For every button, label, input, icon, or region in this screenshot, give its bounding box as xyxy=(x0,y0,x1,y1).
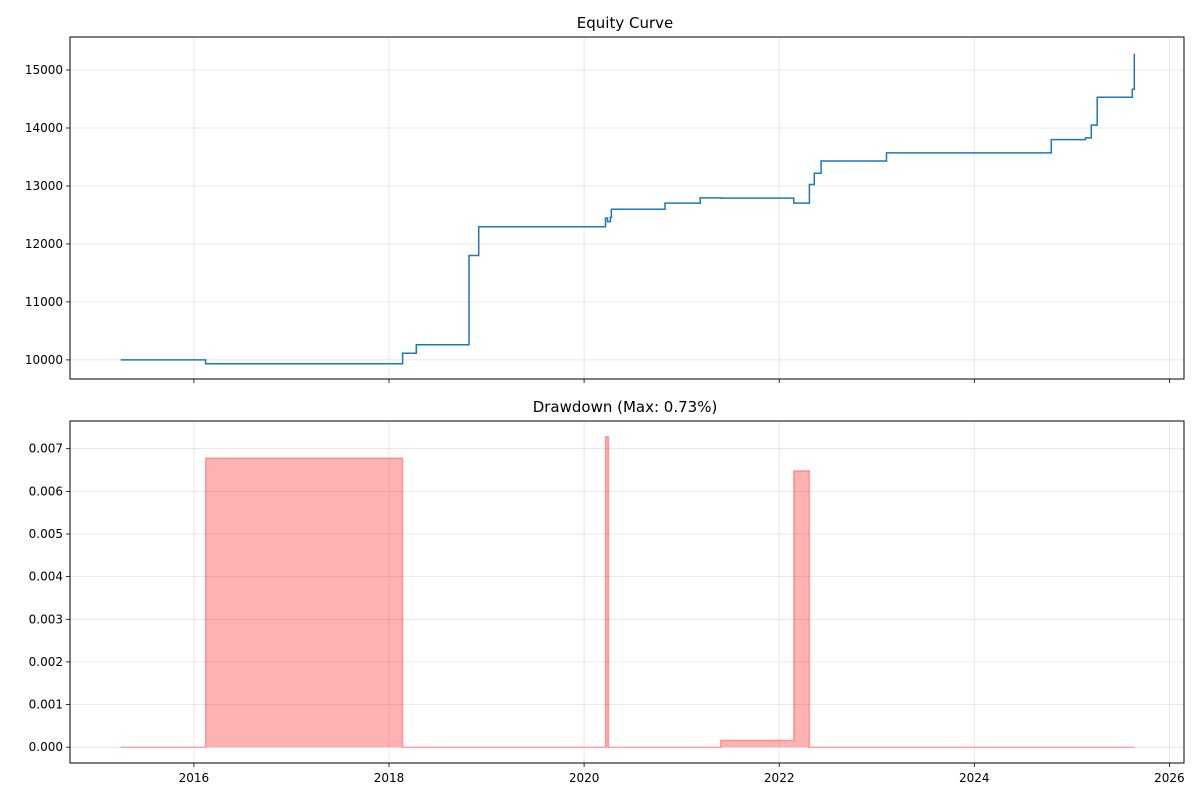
y-tick-label: 0.004 xyxy=(29,570,63,584)
drawdown-plot-area xyxy=(120,436,1135,748)
x-tick-label: 2018 xyxy=(374,771,405,785)
x-tick-label: 2026 xyxy=(1154,771,1185,785)
x-tick-label: 2024 xyxy=(959,771,990,785)
y-tick-label: 0.006 xyxy=(29,484,63,498)
x-tick-label: 2016 xyxy=(179,771,210,785)
drawdown-axes-frame xyxy=(69,420,1185,764)
equity-curve-title: Equity Curve xyxy=(577,14,673,32)
equity-axis-ticks: 10000 11000 12000 13000 14000 15000 xyxy=(25,63,1170,383)
drawdown-area xyxy=(120,436,1135,748)
equity-grid xyxy=(70,37,1184,379)
y-tick-label: 13000 xyxy=(25,179,63,193)
y-tick-label: 15000 xyxy=(25,63,63,77)
drawdown-title: Drawdown (Max: 0.73%) xyxy=(533,398,718,416)
drawdown-grid xyxy=(70,421,1184,763)
y-tick-label: 12000 xyxy=(25,237,63,251)
x-tick-label: 2022 xyxy=(764,771,795,785)
drawdown-line xyxy=(120,436,1135,748)
equity-axes-frame xyxy=(69,36,1185,380)
y-tick-label: 0.007 xyxy=(29,442,63,456)
y-tick-label: 0.005 xyxy=(29,527,63,541)
equity-curve-panel: Equity Curve 10000 11000 12000 13000 14000 15… xyxy=(25,14,1185,383)
y-tick-label: 11000 xyxy=(25,295,63,309)
equity-plot-area xyxy=(120,53,1136,365)
y-tick-label: 0.000 xyxy=(29,740,63,754)
drawdown-axis-ticks: 2016 2018 2020 2022 2024 2026 0.000 0.001 0.002 0… xyxy=(29,442,1185,785)
y-tick-label: 14000 xyxy=(25,121,63,135)
y-tick-label: 0.002 xyxy=(29,655,63,669)
y-tick-label: 0.001 xyxy=(29,698,63,712)
x-tick-label: 2020 xyxy=(569,771,600,785)
y-tick-label: 0.003 xyxy=(29,612,63,626)
y-tick-label: 10000 xyxy=(25,353,63,367)
drawdown-panel: Drawdown (Max: 0.73%) 2016 2018 2020 2022 20… xyxy=(29,398,1185,785)
equity-line xyxy=(120,53,1136,365)
